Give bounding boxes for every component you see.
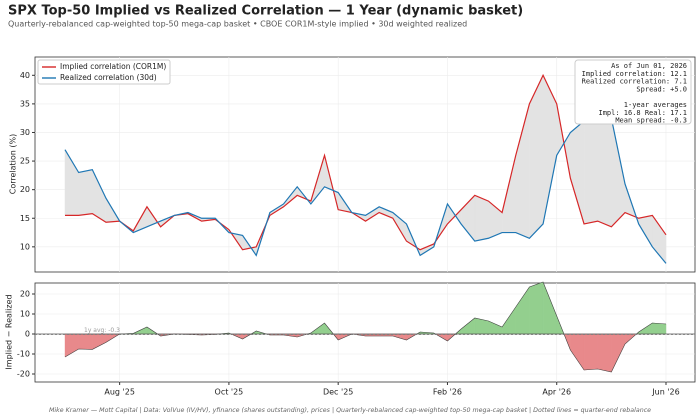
spread-line — [64, 281, 667, 373]
spread-fill — [78, 169, 93, 216]
legend-box — [37, 59, 171, 85]
info-line: 1-year averages — [624, 101, 687, 109]
x-tick-label: Aug '25 — [104, 388, 135, 397]
spread-area — [529, 281, 544, 335]
x-tick-label: Feb '26 — [433, 388, 462, 397]
y-tick-label: 35 — [20, 99, 30, 108]
info-line: Realized correlation: 7.1 — [582, 78, 687, 86]
info-line: Implied correlation: 12.1 — [582, 70, 687, 78]
info-box — [574, 59, 692, 125]
info-line: Mean spread: -0.3 — [615, 117, 687, 125]
y-tick-label: 10 — [20, 310, 30, 319]
y-tick-label: 20 — [20, 290, 30, 299]
x-tick-label: Jun '26 — [651, 388, 679, 397]
y-axis-label: Correlation (%) — [9, 134, 18, 195]
y-tick-label: 30 — [20, 128, 30, 137]
y-tick-label: 15 — [20, 214, 30, 223]
y-tick-label: 10 — [20, 242, 30, 251]
legend-label: Realized correlation (30d) — [60, 73, 157, 82]
spread-area — [597, 333, 612, 373]
x-tick-label: Oct '25 — [215, 388, 244, 397]
info-line: Spread: +5.0 — [636, 85, 687, 93]
spread-fill — [474, 195, 489, 242]
series-line — [65, 73, 667, 251]
series-line — [64, 117, 667, 264]
y-axis-label: Implied − Realized — [5, 294, 14, 369]
spread-area — [652, 322, 667, 335]
y-tick-label: -20 — [17, 370, 30, 379]
spread-fill — [597, 117, 612, 228]
avg-label: 1y avg: -0.3 — [84, 327, 120, 334]
legend-label: Implied correlation (COR1M) — [60, 62, 166, 71]
y-tick-label: 25 — [20, 157, 30, 166]
info-line: Impl: 16.8 Real: 17.1 — [598, 109, 687, 117]
spread-fill — [583, 120, 598, 225]
footer: Mike Kramer — Mott Capital | Data: VolVu… — [49, 406, 651, 414]
spread-area — [583, 333, 598, 371]
y-tick-label: 40 — [20, 71, 30, 80]
legend: Implied correlation (COR1M) Realized corr… — [37, 59, 171, 85]
info-line: As of Jun 01, 2026 — [611, 62, 687, 70]
chart-subtitle: Quarterly-rebalanced cap-weighted top-50… — [8, 20, 467, 29]
y-tick-label: -10 — [17, 350, 30, 359]
spread-area — [78, 333, 93, 350]
x-tick-label: Apr '26 — [542, 388, 571, 397]
y-tick-label: 0 — [25, 330, 30, 339]
chart-title: SPX Top-50 Implied vs Realized Correlati… — [8, 4, 523, 19]
y-tick-label: 20 — [20, 185, 30, 194]
x-tick-label: Dec '25 — [323, 388, 353, 397]
